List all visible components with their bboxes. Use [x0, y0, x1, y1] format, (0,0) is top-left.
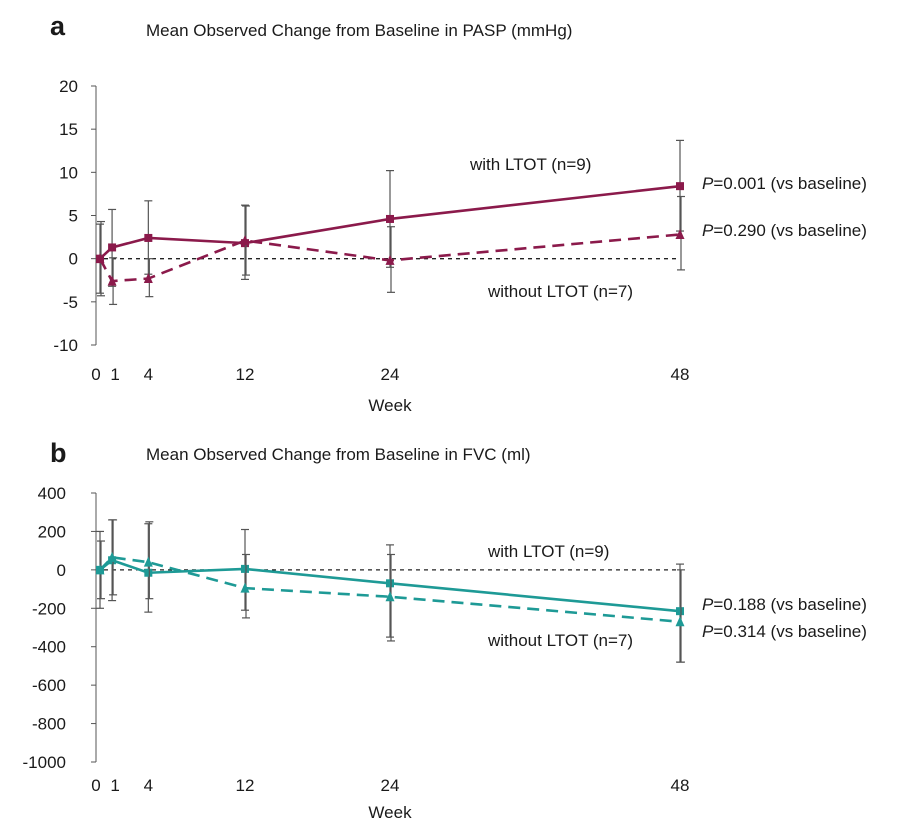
data-point: [675, 616, 685, 627]
x-tick-label: 0: [91, 365, 100, 384]
x-axis-label: Week: [368, 396, 412, 415]
y-tick-label: -10: [53, 336, 78, 355]
data-point: [144, 233, 153, 242]
series-label-without-ltot: without LTOT (n=7): [487, 631, 633, 650]
p-value-symbol: P: [702, 174, 714, 193]
data-point: [240, 582, 250, 593]
data-point: [241, 564, 249, 573]
p-value-text: =0.314 (vs baseline): [713, 622, 867, 641]
y-tick-label: -800: [32, 715, 66, 734]
x-tick-label: 12: [236, 365, 255, 384]
data-point: [240, 235, 250, 246]
series-label-without-ltot: without LTOT (n=7): [487, 282, 633, 301]
data-point: [107, 551, 117, 562]
x-tick-label: 48: [671, 776, 690, 795]
y-tick-label: -5: [63, 293, 78, 312]
data-point: [675, 228, 685, 239]
chart-panel-a: a Mean Observed Change from Baseline in P…: [50, 11, 867, 415]
panel-letter: b: [50, 438, 67, 468]
p-value-annotation: P=0.188 (vs baseline): [702, 595, 867, 614]
y-tick-label: -400: [32, 638, 66, 657]
y-tick-label: 0: [57, 561, 66, 580]
y-tick-label: 10: [59, 163, 78, 182]
p-value-symbol: P: [702, 622, 714, 641]
data-point: [144, 568, 153, 577]
series-label-with-ltot: with LTOT (n=9): [487, 542, 609, 561]
p-value-annotation: P=0.001 (vs baseline): [702, 174, 867, 193]
y-tick-label: 200: [38, 522, 66, 541]
series-without-ltot: [95, 519, 685, 663]
p-value-symbol: P: [702, 221, 714, 240]
data-point: [386, 579, 394, 588]
data-point: [108, 243, 117, 252]
y-tick-label: 20: [59, 77, 78, 96]
y-tick-label: 400: [38, 484, 66, 503]
data-point: [107, 275, 117, 286]
chart-title: Mean Observed Change from Baseline in PA…: [146, 21, 572, 40]
y-tick-label: -600: [32, 676, 66, 695]
data-point: [676, 182, 684, 191]
x-tick-label: 1: [110, 776, 119, 795]
panel-letter: a: [50, 11, 66, 41]
data-point: [143, 556, 153, 567]
chart-title: Mean Observed Change from Baseline in FV…: [146, 445, 531, 464]
p-value-text: =0.188 (vs baseline): [713, 595, 867, 614]
data-point: [95, 564, 105, 575]
y-tick-label: 0: [69, 250, 78, 269]
x-axis-label: Week: [368, 803, 412, 822]
p-value-text: =0.001 (vs baseline): [713, 174, 867, 193]
p-value-text: =0.290 (vs baseline): [713, 221, 867, 240]
y-tick-label: 5: [69, 207, 78, 226]
x-tick-label: 4: [144, 776, 153, 795]
y-tick-label: 15: [59, 120, 78, 139]
x-tick-label: 0: [91, 776, 100, 795]
y-tick-label: -200: [32, 599, 66, 618]
series-with-ltot: [96, 139, 684, 294]
p-value-annotation: P=0.314 (vs baseline): [702, 622, 867, 641]
data-point: [386, 214, 394, 223]
x-tick-label: 1: [110, 365, 119, 384]
series-label-with-ltot: with LTOT (n=9): [469, 155, 591, 174]
x-tick-label: 48: [671, 365, 690, 384]
data-point: [95, 253, 105, 264]
series-without-ltot: [95, 195, 685, 306]
data-point: [143, 273, 153, 284]
data-point: [676, 607, 684, 616]
p-value-annotation: P=0.290 (vs baseline): [702, 221, 867, 240]
y-tick-label: -1000: [23, 753, 66, 772]
series-line: [98, 233, 681, 283]
x-tick-label: 24: [381, 365, 400, 384]
series-line: [99, 555, 681, 624]
data-point: [385, 591, 395, 602]
chart-panel-b: b Mean Observed Change from Baseline in F…: [23, 438, 867, 822]
x-tick-label: 12: [236, 776, 255, 795]
x-tick-label: 4: [144, 365, 153, 384]
data-point: [385, 254, 395, 265]
x-tick-label: 24: [381, 776, 400, 795]
p-value-symbol: P: [702, 595, 714, 614]
